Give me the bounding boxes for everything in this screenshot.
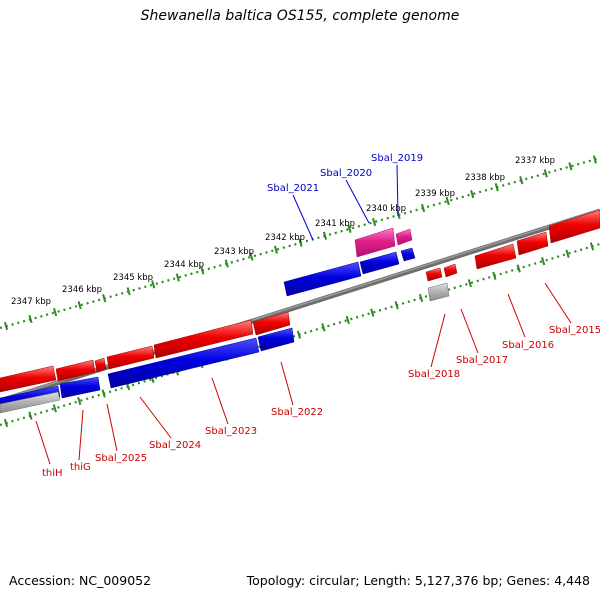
gene-label-sbal-2020: Sbal_2020 — [320, 168, 372, 179]
tick-mark — [28, 314, 33, 324]
gene-pseudo-1[interactable] — [427, 282, 450, 302]
gene-label-sbal-2017: Sbal_2017 — [456, 355, 508, 366]
tick-mark — [77, 301, 82, 310]
scale-label: 2345 kbp — [113, 273, 153, 283]
tick-mark — [541, 257, 546, 266]
gene-sbal-2024[interactable] — [59, 376, 101, 399]
gene-label-sbal-2023: Sbal_2023 — [205, 426, 257, 437]
tick-mark — [516, 264, 521, 273]
tick-mark — [470, 190, 475, 199]
scale-label: 2343 kbp — [214, 247, 254, 257]
tick-mark — [589, 242, 595, 251]
gene-thih-fwd[interactable] — [0, 365, 57, 393]
tick-mark — [52, 404, 57, 413]
gene-label-sbal-2015: Sbal_2015 — [549, 325, 600, 336]
tick-mark — [321, 323, 326, 332]
tick-mark — [273, 245, 278, 254]
gene-sbal-2024-fwd[interactable] — [106, 345, 155, 370]
tick-mark — [565, 249, 570, 258]
tick-mark — [372, 217, 377, 227]
tick-mark — [101, 389, 106, 398]
tick-mark — [467, 279, 472, 288]
inner-dotted-track — [0, 242, 600, 427]
tick-mark — [249, 252, 254, 261]
gene-sbal-2016[interactable] — [516, 231, 549, 256]
tick-mark — [102, 294, 107, 303]
gene-pseudo-2[interactable] — [0, 391, 61, 414]
gene-sbal-2020-rev[interactable] — [359, 251, 400, 275]
gene-sbal-2018a[interactable] — [443, 263, 458, 278]
tick-mark — [421, 203, 426, 213]
inner-tick-marks — [3, 242, 595, 428]
scale-label: 2340 kbp — [366, 204, 406, 214]
tick-mark — [322, 231, 328, 240]
tick-mark — [592, 155, 597, 164]
tick-mark — [298, 238, 303, 247]
accession-text: Accession: NC_009052 — [9, 573, 152, 588]
tick-mark — [347, 224, 352, 233]
tick-mark — [224, 259, 229, 268]
label-leader-lines — [35, 164, 572, 465]
gene-label-thih: thiH — [42, 468, 63, 479]
scale-label: 2339 kbp — [415, 189, 455, 199]
tick-mark — [345, 315, 350, 325]
scale-label: 2337 kbp — [515, 156, 555, 166]
outer-dotted-track — [0, 156, 600, 330]
gene-thig-fwd[interactable] — [55, 359, 96, 382]
gene-label-sbal-2019: Sbal_2019 — [371, 153, 423, 164]
gene-sbal-2019-rev[interactable] — [400, 247, 416, 262]
gene-sbal-2022[interactable] — [257, 327, 295, 352]
gene-label-sbal-2024: Sbal_2024 — [149, 440, 201, 451]
tick-mark — [519, 176, 524, 185]
gene-sbal-2019[interactable] — [395, 228, 413, 246]
tick-mark — [492, 271, 497, 280]
tick-mark — [3, 418, 9, 428]
tick-mark — [175, 273, 180, 282]
tick-mark — [151, 280, 156, 289]
tick-mark — [568, 162, 573, 171]
scale-label: 2344 kbp — [164, 260, 204, 270]
gene-sbal-2017[interactable] — [474, 243, 517, 270]
tick-mark — [494, 183, 499, 192]
tick-mark — [296, 330, 302, 339]
gene-sbal-2015[interactable] — [548, 209, 600, 244]
outer-tick-marks — [3, 155, 597, 331]
scale-label: 2342 kbp — [265, 233, 305, 243]
gene-label-sbal-2021: Sbal_2021 — [267, 183, 319, 194]
gene-label-sbal-2016: Sbal_2016 — [502, 340, 554, 351]
tick-mark — [200, 266, 205, 275]
tick-mark — [370, 308, 375, 317]
genome-stats-text: Topology: circular; Length: 5,127,376 bp… — [246, 573, 590, 588]
gene-label-sbal-2022: Sbal_2022 — [271, 407, 323, 418]
tick-mark — [28, 411, 33, 420]
tick-mark — [53, 308, 58, 317]
gene-sbal-2018[interactable] — [425, 267, 443, 282]
tick-mark — [3, 321, 9, 331]
gene-label-sbal-2025: Sbal_2025 — [95, 453, 147, 464]
tick-mark — [394, 301, 399, 310]
scale-label: 2341 kbp — [315, 219, 355, 229]
gene-label-thig: thiG — [70, 462, 91, 473]
gene-sbal-2021[interactable] — [283, 261, 362, 297]
gene-sbal-2025-fwd[interactable] — [94, 357, 107, 373]
map-title: Shewanella baltica OS155, complete genom… — [140, 8, 460, 24]
scale-label: 2346 kbp — [62, 285, 102, 295]
gene-sbal-2020[interactable] — [354, 227, 396, 258]
tick-mark — [418, 293, 424, 303]
tick-mark — [445, 196, 450, 206]
gene-sbal-2023[interactable] — [107, 337, 260, 389]
scale-label: 2338 kbp — [465, 173, 505, 183]
scale-label: 2347 kbp — [11, 297, 51, 307]
gene-sbal-2022-fwd[interactable] — [252, 311, 291, 336]
gene-label-sbal-2018: Sbal_2018 — [408, 369, 460, 380]
tick-mark — [543, 169, 548, 178]
tick-mark — [77, 396, 82, 406]
gene-sbal-2023-fwd[interactable] — [153, 319, 254, 359]
tick-mark — [126, 287, 131, 296]
